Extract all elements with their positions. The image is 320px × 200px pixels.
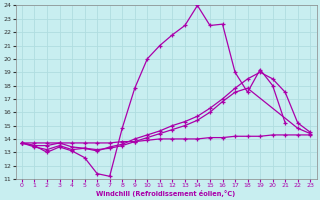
X-axis label: Windchill (Refroidissement éolien,°C): Windchill (Refroidissement éolien,°C) [96,190,236,197]
